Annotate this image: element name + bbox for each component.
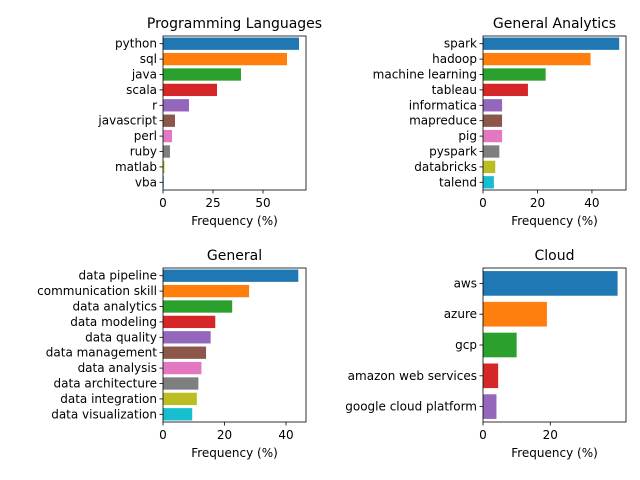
bar-3 <box>483 363 499 389</box>
y-tick-label: hadoop <box>432 52 477 66</box>
bar-1 <box>483 301 547 327</box>
y-tick-label: sql <box>140 52 157 66</box>
y-tick-label: data pipeline <box>79 269 157 283</box>
y-tick-label: informatica <box>409 98 477 112</box>
chart-title: Cloud <box>535 248 575 264</box>
x-tick-label: 40 <box>584 196 599 210</box>
y-tick-label: r <box>152 98 157 112</box>
y-tick-label: communication skill <box>37 284 157 298</box>
x-axis-label: Frequency (%) <box>191 446 278 460</box>
y-tick-label: talend <box>439 175 477 189</box>
bar-4 <box>163 99 189 112</box>
bar-6 <box>163 361 202 375</box>
x-axis-label: Frequency (%) <box>191 214 278 228</box>
axes-frame <box>482 35 627 191</box>
x-tick-label: 0 <box>479 428 487 442</box>
x-tick-label: 20 <box>217 428 232 442</box>
bar-3 <box>483 83 528 97</box>
bar-2 <box>163 300 233 313</box>
subplot-0: Programming Languagespythonsqljavascalar… <box>97 16 322 228</box>
y-tick-label: google cloud platform <box>345 400 477 414</box>
bar-8 <box>483 160 496 174</box>
y-tick-label: data management <box>46 346 158 360</box>
x-axis-label: Frequency (%) <box>511 446 598 460</box>
bar-3 <box>163 83 217 97</box>
bar-6 <box>483 129 503 143</box>
bar-6 <box>163 129 172 143</box>
bar-1 <box>483 52 591 66</box>
bar-0 <box>163 37 299 50</box>
y-tick-label: data quality <box>85 330 157 344</box>
x-tick-label: 40 <box>278 428 293 442</box>
chart-title: Programming Languages <box>147 16 322 32</box>
bar-7 <box>163 377 199 390</box>
bar-1 <box>163 284 250 298</box>
y-tick-label: matlab <box>115 160 157 174</box>
y-tick-label: data analysis <box>78 361 157 375</box>
y-tick-label: javascript <box>97 114 157 128</box>
x-tick-label: 20 <box>543 428 558 442</box>
y-tick-label: java <box>131 68 157 82</box>
y-tick-label: gcp <box>455 338 477 352</box>
x-axis-label: Frequency (%) <box>511 214 598 228</box>
y-tick-label: databricks <box>414 160 477 174</box>
bar-5 <box>483 114 503 127</box>
y-tick-label: tableau <box>432 83 477 97</box>
y-tick-label: data modeling <box>70 315 157 329</box>
chart-title: General <box>207 248 262 264</box>
y-tick-label: scala <box>126 83 157 97</box>
axes-frame <box>162 35 307 191</box>
y-tick-label: data visualization <box>51 407 157 421</box>
y-tick-label: pyspark <box>429 145 477 159</box>
axes-frame <box>482 267 627 423</box>
y-tick-label: vba <box>135 175 157 189</box>
y-tick-label: data integration <box>60 392 157 406</box>
bar-8 <box>163 392 197 406</box>
y-tick-label: machine learning <box>373 68 477 82</box>
bar-2 <box>163 68 241 81</box>
bar-4 <box>163 331 211 344</box>
bar-0 <box>483 37 620 50</box>
y-tick-label: spark <box>444 37 477 51</box>
bar-0 <box>483 271 618 296</box>
y-tick-label: pig <box>458 129 477 143</box>
bar-7 <box>483 145 500 158</box>
y-tick-label: aws <box>454 276 477 290</box>
bar-4 <box>483 99 503 112</box>
bar-8 <box>163 160 165 174</box>
bar-9 <box>483 176 494 189</box>
x-tick-label: 0 <box>479 196 487 210</box>
y-tick-label: mapreduce <box>409 114 477 128</box>
y-tick-label: python <box>115 37 157 51</box>
bar-2 <box>483 68 546 81</box>
bar-7 <box>163 145 170 158</box>
bar-4 <box>483 394 497 419</box>
x-tick-label: 50 <box>255 196 270 210</box>
y-tick-label: data analytics <box>73 300 157 314</box>
y-tick-label: data architecture <box>54 377 157 391</box>
bar-0 <box>163 269 299 282</box>
bar-1 <box>163 52 287 66</box>
subplot-3: Cloud aws azure gcp amazon web services googl… <box>345 248 627 460</box>
y-tick-label: perl <box>134 129 157 143</box>
bar-5 <box>163 346 207 359</box>
bar-3 <box>163 315 216 329</box>
bar-2 <box>483 332 517 358</box>
x-tick-label: 0 <box>159 428 167 442</box>
y-tick-label: amazon web services <box>348 369 477 383</box>
axes-frame <box>162 267 307 423</box>
y-tick-label: ruby <box>130 145 157 159</box>
bar-9 <box>163 408 193 421</box>
y-tick-label: azure <box>444 307 477 321</box>
x-tick-label: 20 <box>530 196 545 210</box>
bar-5 <box>163 114 175 127</box>
x-tick-label: 25 <box>205 196 220 210</box>
chart-title: General Analytics <box>493 16 616 32</box>
x-tick-label: 0 <box>159 196 167 210</box>
